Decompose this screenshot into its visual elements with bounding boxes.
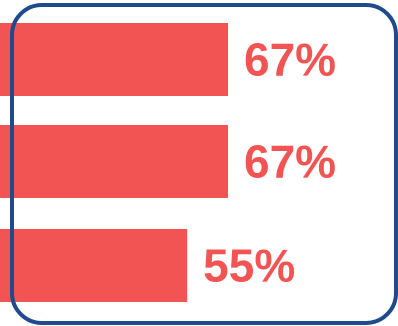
bars-layer: [0, 23, 228, 302]
bar-value-label-3: 55%: [203, 240, 295, 292]
bar-value-label-1: 67%: [244, 34, 336, 86]
bar-value-label-2: 67%: [244, 136, 336, 188]
bar-1: [0, 23, 228, 96]
bar-2: [0, 125, 228, 198]
bar-3: [0, 229, 188, 302]
value-labels-layer: 67% 67% 55%: [203, 34, 336, 292]
highlight-frame: [10, 3, 398, 325]
